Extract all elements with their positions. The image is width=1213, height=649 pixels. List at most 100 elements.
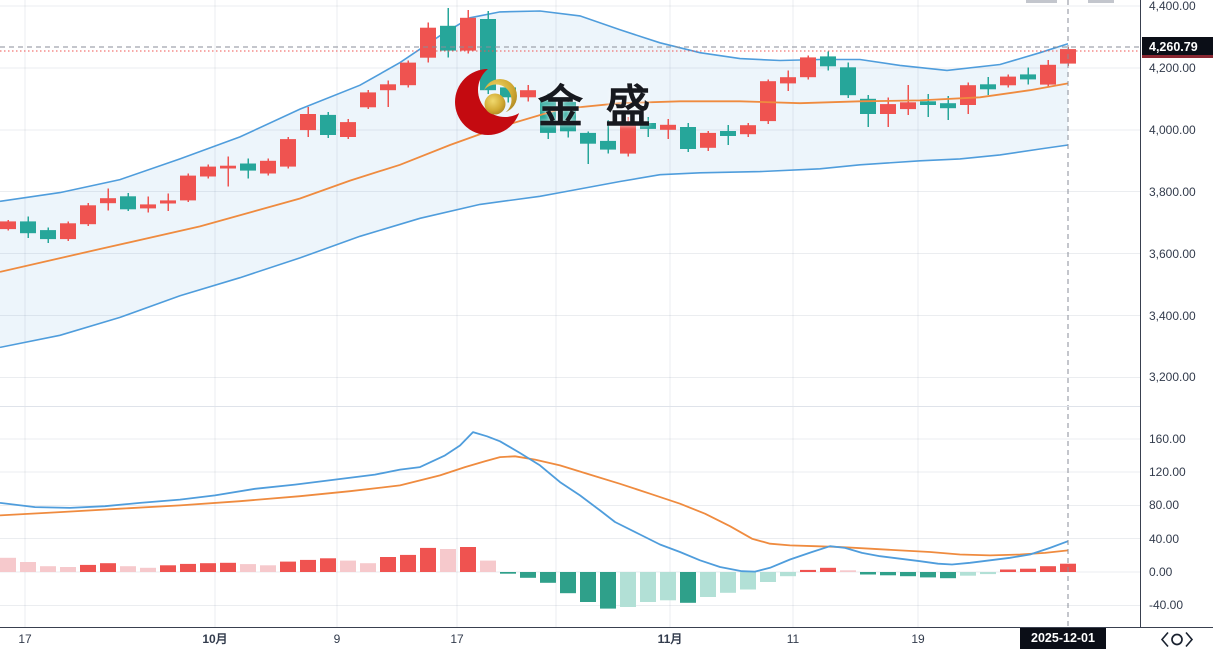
macd-histogram-bar [800, 569, 816, 572]
macd-histogram-bar [100, 563, 116, 572]
bollinger-band-fill [0, 11, 1068, 348]
price-axis-label: 4,200.00 [1149, 61, 1196, 75]
macd-histogram-bar [200, 563, 216, 572]
macd-histogram-bar [960, 572, 976, 576]
macd-histogram-bar [1000, 569, 1016, 572]
macd-histogram-bar [240, 564, 256, 572]
macd-histogram-bar [280, 561, 296, 572]
macd-histogram-bar [880, 572, 896, 576]
candle-body [620, 121, 636, 154]
candle-body [180, 175, 196, 201]
candle-body [460, 17, 476, 51]
macd-histogram-bar [740, 572, 756, 590]
candle-body [120, 196, 136, 210]
candle-body [360, 92, 376, 108]
time-axis-label: 17 [18, 632, 32, 646]
candle-body [900, 102, 916, 110]
candle-body [1000, 76, 1016, 86]
macd-histogram-bar [220, 562, 236, 572]
macd-histogram-bar [980, 572, 996, 575]
candle-body [760, 81, 776, 122]
candle-body [920, 101, 936, 105]
candle-body [400, 62, 416, 86]
candle-body [980, 84, 996, 90]
candle-body [100, 198, 116, 204]
macd-histogram-bar [320, 558, 336, 572]
cropped-toolbar-fragment [1088, 0, 1114, 3]
candle-body [420, 27, 436, 58]
time-axis-label: 19 [911, 632, 925, 646]
macd-axis-label: 80.00 [1149, 498, 1180, 512]
macd-histogram-bar [140, 567, 156, 572]
last-price-label: 4,260.79 [1142, 37, 1213, 58]
bollinger-lower-band [0, 144, 1069, 349]
bollinger-middle-band [0, 82, 1069, 273]
cropped-toolbar-fragment [1026, 0, 1057, 3]
macd-histogram-bar [180, 563, 196, 572]
candle-body [860, 98, 876, 114]
macd-histogram-bar [920, 572, 936, 578]
candle-body [680, 127, 696, 149]
macd-histogram-bar [360, 563, 376, 572]
macd-histogram-bar [340, 560, 356, 572]
candle-body [880, 104, 896, 114]
macd-axis-label: 40.00 [1149, 532, 1180, 546]
auto-scale-eye-icon[interactable] [1159, 631, 1195, 648]
macd-histogram-bar [60, 567, 76, 572]
candle-body [1040, 64, 1056, 85]
macd-histogram-bar [700, 572, 716, 597]
macd-line [0, 431, 1069, 573]
candle-body [40, 230, 56, 240]
macd-histogram-bar [860, 572, 876, 575]
macd-histogram-bar [540, 572, 556, 583]
macd-histogram-bar [820, 567, 836, 572]
candle-body [380, 84, 396, 91]
candle-body [60, 223, 76, 240]
chart-canvas[interactable] [0, 0, 1140, 627]
macd-histogram-bar [640, 572, 656, 602]
macd-histogram-bar [720, 572, 736, 593]
macd-axis-label: -40.00 [1149, 598, 1184, 612]
jinsheng-logo-icon [455, 69, 521, 135]
macd-histogram-bar [120, 566, 136, 572]
macd-signal-line [0, 455, 1069, 557]
macd-histogram-bar [40, 566, 56, 572]
time-scale[interactable]: 2025-12-01 17 10月 9 17 11月 11 19 [0, 627, 1140, 649]
time-axis-label: 10月 [202, 632, 228, 646]
macd-histogram-bar [760, 572, 776, 582]
macd-histogram-bar [660, 572, 676, 601]
macd-histogram-bar [420, 547, 436, 572]
candle-body [240, 163, 256, 171]
candle-body [80, 205, 96, 225]
candle-body [700, 132, 716, 148]
candle-body [640, 123, 656, 129]
macd-axis-label: 160.00 [1149, 432, 1186, 446]
panel-separator[interactable] [0, 406, 1213, 407]
price-scale[interactable]: 4,260.79 4,400.00 4,200.00 4,000.00 3,800.0… [1140, 0, 1213, 649]
price-axis-label: 4,000.00 [1149, 123, 1196, 137]
candle-body [540, 97, 556, 133]
candle-body [800, 57, 816, 78]
candle-body [340, 122, 356, 137]
watermark: 金 盛 [452, 62, 656, 142]
macd-histogram-bar [80, 564, 96, 572]
bollinger-upper-band [0, 10, 1069, 203]
candle-body [720, 131, 736, 136]
price-axis-label: 3,600.00 [1149, 247, 1196, 261]
candle-body [740, 125, 756, 135]
candle-body [580, 132, 596, 144]
macd-axis-label: 0.00 [1149, 565, 1173, 579]
macd-histogram-bar [1020, 568, 1036, 572]
candle-body [280, 139, 296, 167]
macd-histogram-bar [260, 565, 276, 572]
price-axis-label: 3,200.00 [1149, 370, 1196, 384]
macd-histogram-bar [780, 572, 796, 577]
macd-histogram-bar [680, 572, 696, 603]
macd-histogram-bar [1040, 566, 1056, 572]
candle-body [200, 166, 216, 177]
macd-histogram-bar [580, 572, 596, 602]
candle-body [140, 204, 156, 209]
macd-histogram-bar [440, 549, 456, 572]
macd-histogram-bar [300, 559, 316, 572]
